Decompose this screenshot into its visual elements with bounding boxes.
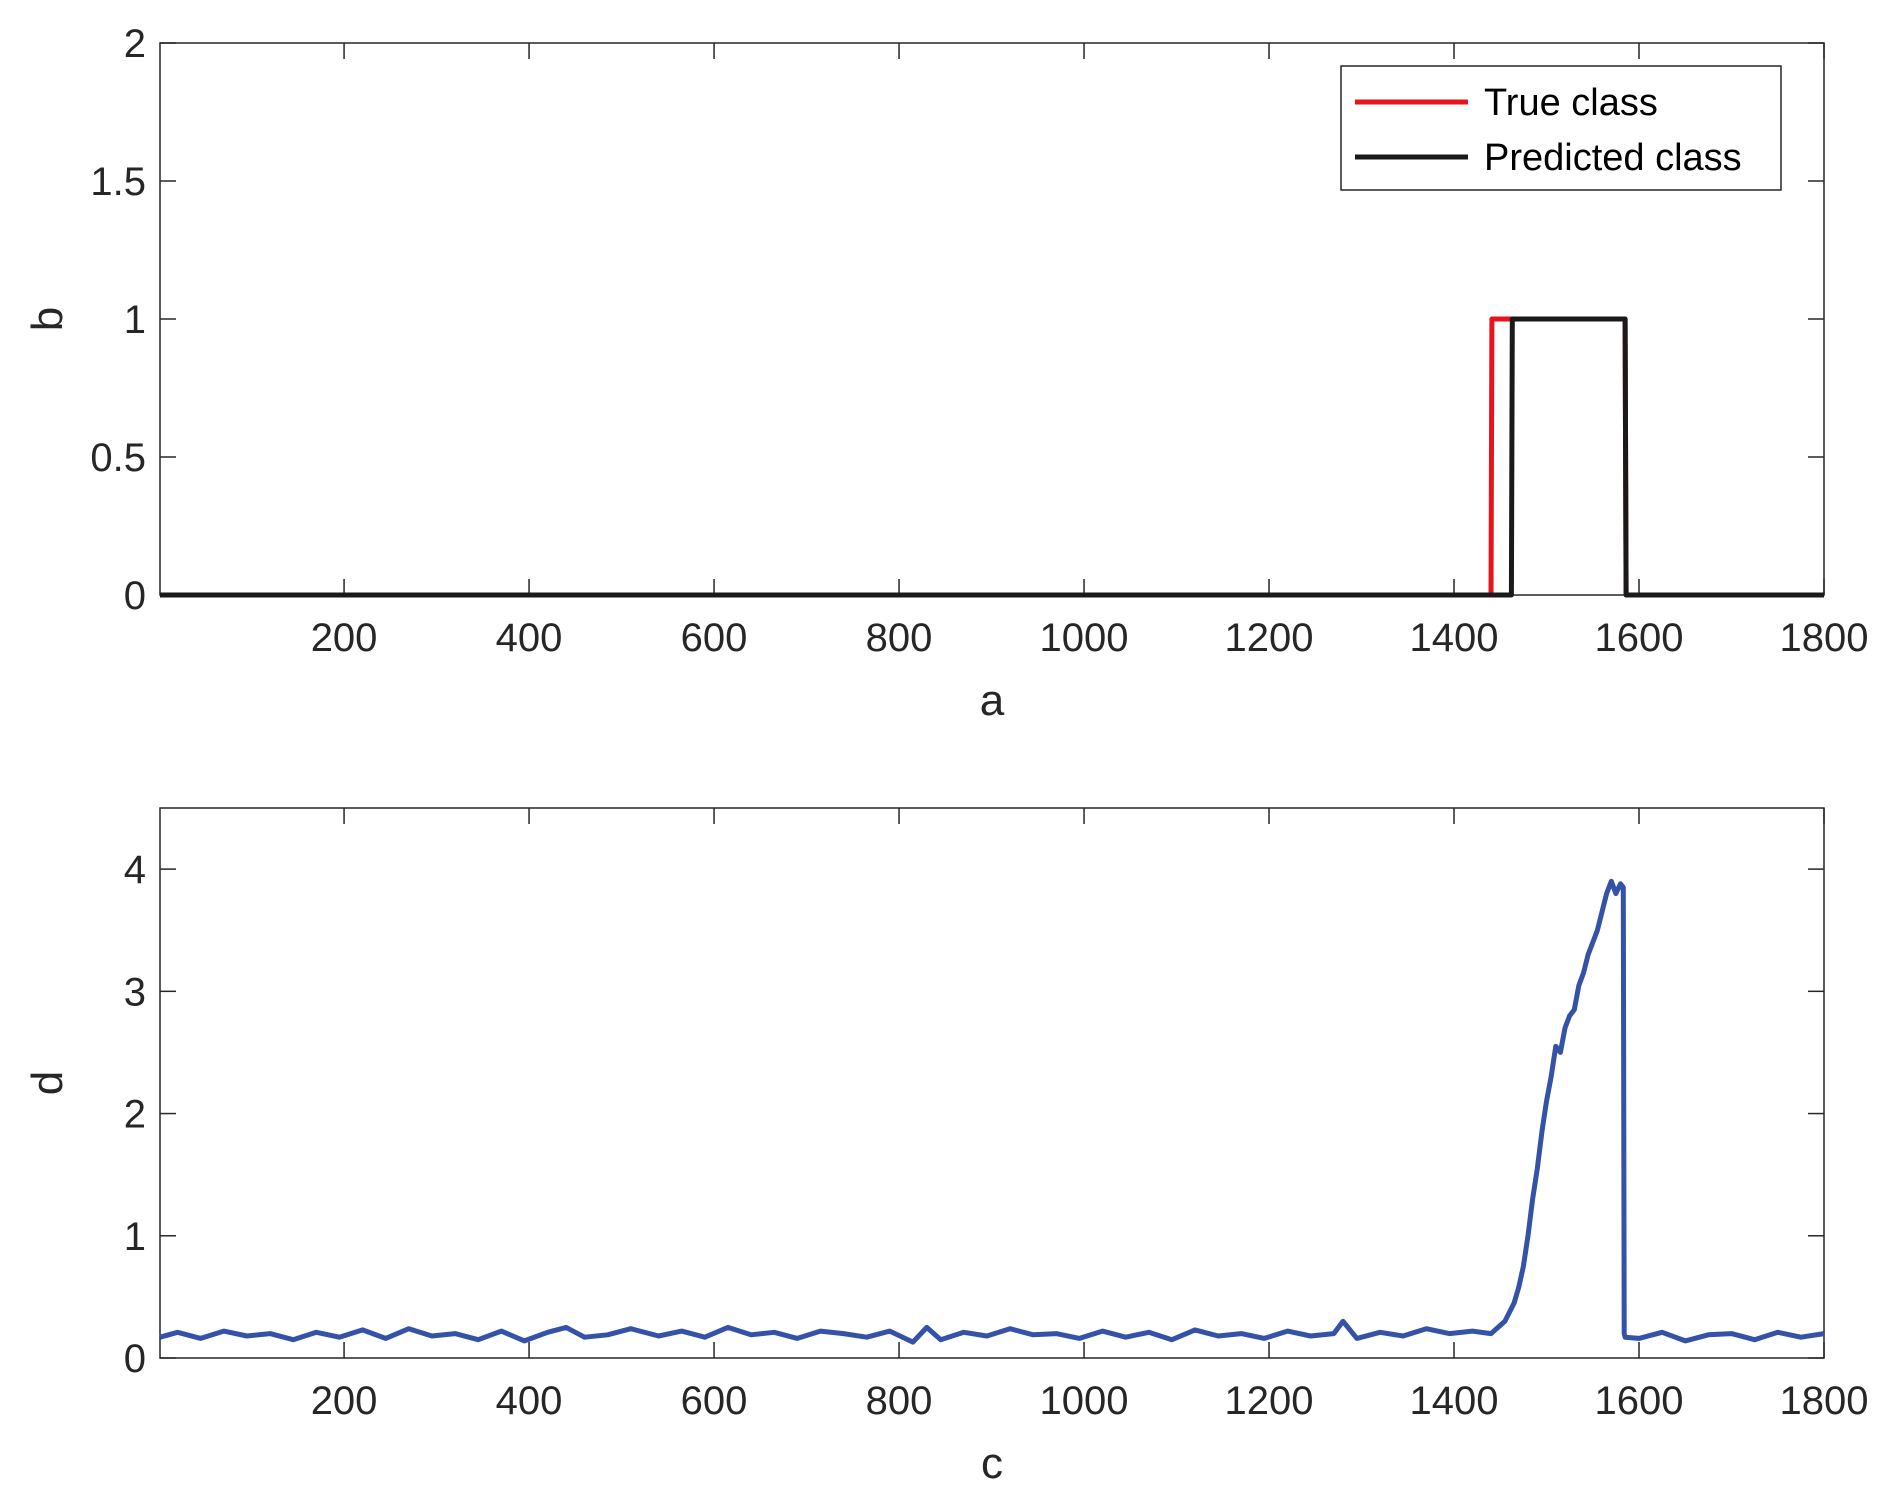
plot-area-frame — [159, 807, 1825, 1359]
x-tick-label: 1200 — [1225, 616, 1314, 660]
x-axis-label: c — [981, 1439, 1003, 1488]
legend-label-predicted-class: Predicted class — [1484, 137, 1742, 179]
y-tick-label: 0 — [124, 574, 146, 618]
x-tick-label: 400 — [496, 1379, 563, 1423]
series-line-true-class — [160, 316, 1824, 598]
series-line — [159, 878, 1825, 1345]
x-tick-label: 1600 — [1595, 616, 1684, 660]
legend: True class Predicted class — [1340, 65, 1782, 191]
y-tick-label: 1 — [124, 1215, 146, 1259]
y-tick-label: 0 — [124, 1337, 146, 1381]
y-axis-label: d — [23, 1071, 72, 1095]
x-tick-label: 200 — [311, 1379, 378, 1423]
y-tick-label: 3 — [124, 970, 146, 1014]
legend-box — [1340, 65, 1782, 191]
x-tick-label: 600 — [681, 1379, 748, 1423]
x-tick-label: 1800 — [1780, 616, 1869, 660]
x-tick-label: 200 — [311, 616, 378, 660]
x-axis-label: a — [980, 676, 1005, 725]
series-line-predicted-class — [160, 316, 1824, 598]
y-tick-label: 1.5 — [90, 160, 146, 204]
x-tick-label: 1400 — [1410, 616, 1499, 660]
x-tick-label: 800 — [866, 616, 933, 660]
x-tick-label: 600 — [681, 616, 748, 660]
x-tick-label: 1800 — [1780, 1379, 1869, 1423]
y-tick-label: 0.5 — [90, 436, 146, 480]
x-tick-label: 1000 — [1040, 1379, 1129, 1423]
y-axis-label: b — [23, 307, 72, 331]
x-tick-label: 1000 — [1040, 616, 1129, 660]
x-tick-label: 800 — [866, 1379, 933, 1423]
x-tick-label: 1600 — [1595, 1379, 1684, 1423]
x-tick-label: 1200 — [1225, 1379, 1314, 1423]
legend-label-true-class: True class — [1484, 82, 1658, 124]
x-tick-label: 400 — [496, 616, 563, 660]
y-tick-label: 2 — [124, 1093, 146, 1137]
top-plot: 200 400 600 800 1000 1200 1400 1600 1800 0 0.5 1 1.5… — [23, 22, 1868, 725]
y-tick-label: 4 — [124, 848, 146, 892]
y-tick-label: 2 — [124, 22, 146, 66]
bottom-plot: 200 400 600 800 1000 1200 1400 1600 1800 0 1 2 3 4 c d — [23, 807, 1869, 1488]
y-tick-label: 1 — [124, 298, 146, 342]
x-tick-label: 1400 — [1410, 1379, 1499, 1423]
